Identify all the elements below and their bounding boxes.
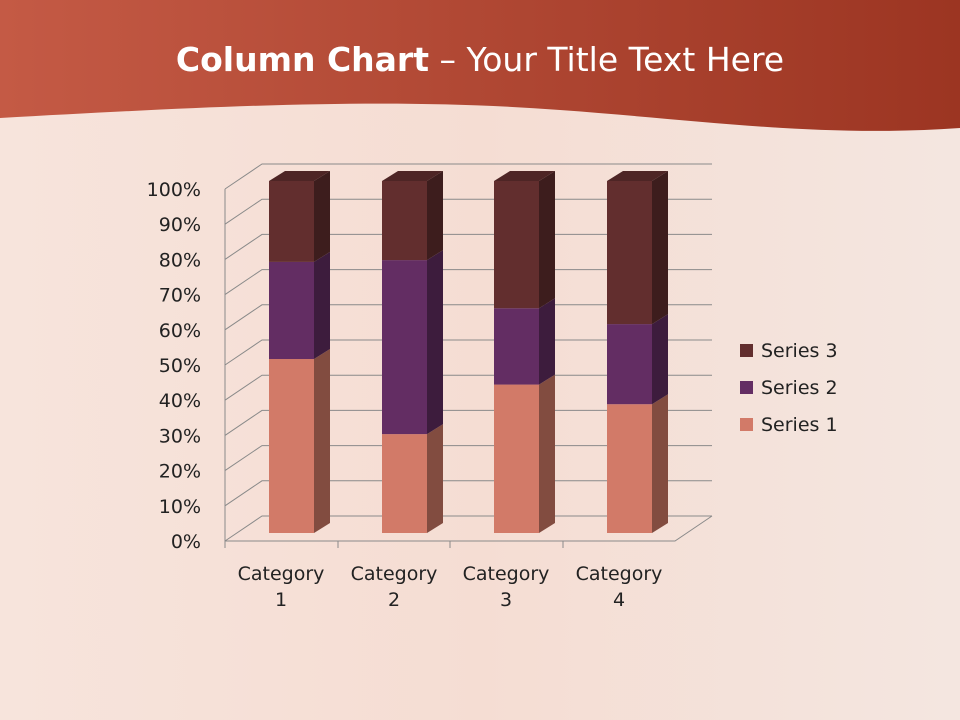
legend-item: Series 2 bbox=[740, 369, 838, 406]
bar-side bbox=[539, 171, 555, 309]
gridline bbox=[224, 339, 712, 366]
gridline bbox=[224, 198, 712, 225]
y-tick-label: 90% bbox=[159, 214, 201, 236]
bar-side bbox=[652, 394, 668, 533]
x-tick-label: Category 4 bbox=[576, 563, 663, 611]
header-band bbox=[0, 0, 960, 131]
x-tick-line: Category bbox=[351, 563, 438, 585]
bar-segment bbox=[607, 181, 652, 325]
bar-top bbox=[269, 171, 330, 181]
legend-label: Series 1 bbox=[761, 413, 838, 436]
y-tick-label: 100% bbox=[147, 179, 201, 201]
bar-top bbox=[607, 171, 668, 181]
x-tick-line: 3 bbox=[500, 589, 512, 611]
bar-segment bbox=[607, 404, 652, 533]
legend-swatch bbox=[740, 381, 753, 394]
x-tick-line: 1 bbox=[275, 589, 287, 611]
legend-label: Series 2 bbox=[761, 376, 838, 399]
y-tick-label: 40% bbox=[159, 390, 201, 412]
x-tick-line: Category bbox=[238, 563, 325, 585]
gridline bbox=[224, 233, 712, 260]
gridline bbox=[224, 445, 712, 472]
title-bold: Column Chart bbox=[175, 40, 429, 79]
bar-segment bbox=[494, 181, 539, 309]
bar-segment bbox=[494, 384, 539, 533]
y-tick-label: 10% bbox=[159, 496, 201, 518]
gridline bbox=[224, 163, 712, 190]
bar-side bbox=[314, 171, 330, 262]
bar-segment bbox=[269, 181, 314, 262]
y-tick-label: 0% bbox=[171, 531, 201, 553]
legend-swatch bbox=[740, 418, 753, 431]
bar-top bbox=[494, 171, 555, 181]
x-axis bbox=[225, 515, 713, 542]
bar-side bbox=[539, 298, 555, 385]
bar-segment bbox=[494, 308, 539, 385]
x-tick-line: Category bbox=[463, 563, 550, 585]
legend-swatch bbox=[740, 344, 753, 357]
y-tick-label: 50% bbox=[159, 355, 201, 377]
y-tick-label: 20% bbox=[159, 461, 201, 483]
gridline bbox=[224, 409, 712, 436]
gridline bbox=[224, 480, 712, 507]
bar-side bbox=[427, 250, 443, 435]
gridline bbox=[224, 269, 712, 296]
legend: Series 3 Series 2 Series 1 bbox=[740, 332, 838, 443]
slide-title: Column Chart – Your Title Text Here bbox=[0, 40, 960, 79]
bar-side bbox=[314, 349, 330, 533]
bar-side bbox=[427, 171, 443, 261]
bar-segment bbox=[382, 434, 427, 533]
y-tick-label: 70% bbox=[159, 285, 201, 307]
x-tick-label: Category 3 bbox=[463, 563, 550, 611]
x-tick-label: Category 1 bbox=[238, 563, 325, 611]
x-tick-line: 4 bbox=[613, 589, 625, 611]
title-rest: – Your Title Text Here bbox=[428, 40, 785, 79]
x-tick-line: Category bbox=[576, 563, 663, 585]
bar-segment bbox=[382, 181, 427, 261]
legend-label: Series 3 bbox=[761, 339, 838, 362]
gridline bbox=[224, 304, 712, 331]
bar-segment bbox=[269, 359, 314, 533]
y-tick-label: 80% bbox=[159, 249, 201, 271]
bar-top bbox=[382, 171, 443, 181]
bar-segment bbox=[607, 324, 652, 405]
bar-side bbox=[314, 251, 330, 360]
bar-side bbox=[539, 374, 555, 533]
gridline bbox=[224, 515, 712, 542]
y-tick-label: 60% bbox=[159, 320, 201, 342]
legend-item: Series 1 bbox=[740, 406, 838, 443]
bar-side bbox=[652, 314, 668, 405]
gridline bbox=[224, 374, 712, 401]
bar-side bbox=[652, 171, 668, 325]
bar-segment bbox=[382, 260, 427, 435]
x-tick-label: Category 2 bbox=[351, 563, 438, 611]
y-tick-label: 30% bbox=[159, 425, 201, 447]
bar-side bbox=[427, 424, 443, 533]
x-tick-line: 2 bbox=[388, 589, 400, 611]
legend-item: Series 3 bbox=[740, 332, 838, 369]
bar-segment bbox=[269, 261, 314, 360]
